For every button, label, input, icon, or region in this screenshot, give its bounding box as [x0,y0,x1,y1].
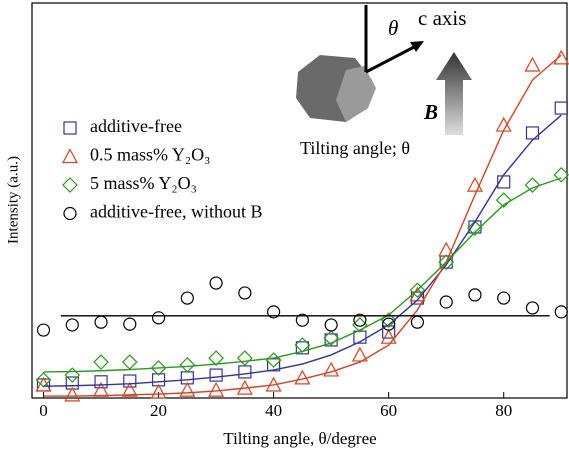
marker [324,363,338,376]
marker [37,373,51,387]
marker [325,319,337,331]
marker [525,58,539,71]
marker [555,306,567,318]
plot-frame [32,3,567,398]
marker [38,324,50,336]
x-tick-label: 20 [150,401,167,420]
y-axis-label: Intensity (a.u.) [5,156,21,244]
marker [65,388,79,401]
marker [239,366,251,378]
annotation: θ [388,16,398,40]
legend-label: 5 mass% Y₂O₃ [90,173,197,193]
marker [123,355,137,369]
marker [210,369,222,381]
marker [238,351,252,365]
marker [526,302,538,314]
annotation: c axis [418,6,466,30]
marker [210,277,222,289]
inset: θ c axis B Tilting angle; θ [296,5,472,158]
legend-label: additive-free, without B [90,202,262,222]
marker [95,376,107,388]
annotation: Tilting angle; θ [300,138,410,158]
marker [267,353,281,367]
marker [37,378,51,391]
annotation: B [423,100,438,124]
x-tick-label: 0 [39,401,48,420]
marker [181,292,193,304]
marker [498,292,510,304]
marker [153,312,165,324]
x-axis-label: Tilting angle, θ/degree [223,429,376,448]
marker [180,383,194,396]
legend-marker [63,150,77,163]
x-tick-label: 80 [495,401,512,420]
marker [554,51,568,64]
legend-label: 0.5 mass% Y₂O₃ [90,145,210,165]
marker [411,316,423,328]
b-arrow [436,52,472,135]
marker [239,287,251,299]
x-tick-label: 60 [380,401,397,420]
legend-marker [63,178,77,192]
marker [180,358,194,372]
marker [124,318,136,330]
marker [469,289,481,301]
marker [440,296,452,308]
marker [209,383,223,396]
marker [555,102,567,114]
x-tick-label: 40 [265,401,282,420]
c-axis-arrow [366,45,418,72]
marker [124,375,136,387]
legend-marker [64,122,76,134]
legend-marker [64,208,76,220]
marker [65,368,79,382]
marker [95,316,107,328]
marker [94,355,108,369]
chart: Tilting angle, θ/degree Intensity (a.u.)… [0,0,569,454]
marker [382,330,396,343]
legend-label: additive-free [90,116,182,136]
marker [66,319,78,331]
